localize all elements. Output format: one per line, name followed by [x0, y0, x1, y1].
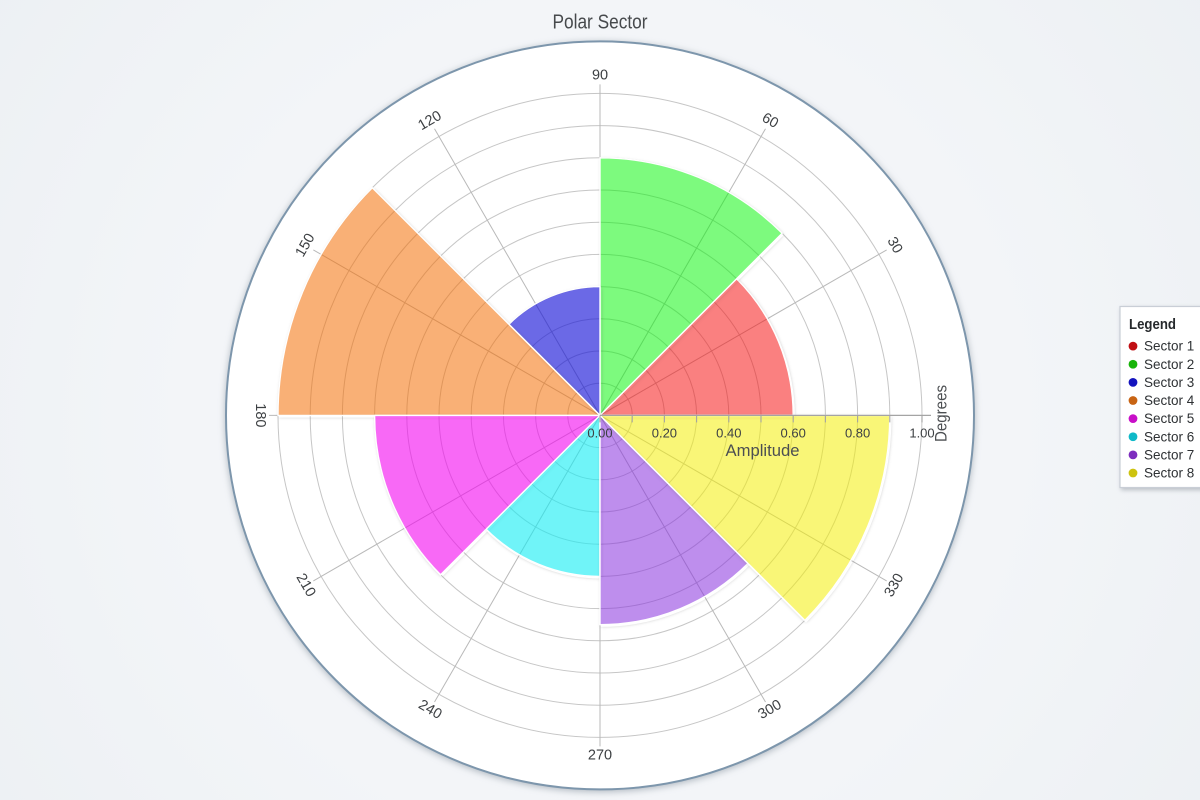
svg-text:0.80: 0.80 — [845, 426, 870, 441]
svg-text:90: 90 — [592, 67, 608, 83]
svg-text:Amplitude: Amplitude — [726, 442, 800, 460]
svg-text:1.00: 1.00 — [909, 426, 934, 441]
svg-text:Sector 2: Sector 2 — [1144, 357, 1194, 372]
svg-text:0.00: 0.00 — [587, 426, 612, 441]
svg-text:180: 180 — [252, 403, 268, 427]
svg-text:0.60: 0.60 — [781, 426, 806, 441]
svg-text:Sector 6: Sector 6 — [1144, 429, 1194, 444]
svg-text:30: 30 — [883, 234, 905, 256]
svg-text:Legend: Legend — [1129, 317, 1176, 333]
svg-text:Polar Sector: Polar Sector — [553, 11, 648, 33]
svg-text:0.40: 0.40 — [716, 426, 741, 441]
svg-text:Sector 8: Sector 8 — [1144, 466, 1194, 481]
svg-text:Sector 5: Sector 5 — [1144, 411, 1194, 426]
svg-text:Sector 1: Sector 1 — [1144, 339, 1194, 354]
svg-text:Degrees: Degrees — [933, 385, 951, 442]
svg-text:Sector 7: Sector 7 — [1144, 447, 1194, 462]
svg-text:0.20: 0.20 — [652, 426, 677, 441]
svg-text:Sector 3: Sector 3 — [1144, 375, 1194, 390]
svg-text:60: 60 — [759, 110, 781, 132]
svg-text:Sector 4: Sector 4 — [1144, 393, 1195, 408]
svg-text:270: 270 — [588, 747, 612, 763]
